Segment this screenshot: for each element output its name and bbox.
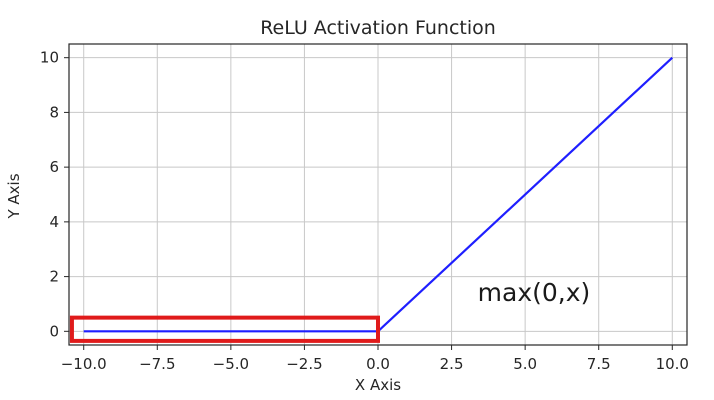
x-tick-label: 0.0	[366, 355, 390, 373]
grid	[69, 44, 687, 345]
x-tick-label: −5.0	[213, 355, 249, 373]
x-tick-label: −2.5	[286, 355, 322, 373]
x-tick-label: 5.0	[513, 355, 537, 373]
highlight-box	[69, 315, 380, 343]
y-tick-label: 10	[40, 49, 59, 67]
x-tick-label: 2.5	[440, 355, 464, 373]
x-tick-label: 10.0	[656, 355, 689, 373]
y-tick-label: 8	[49, 103, 59, 121]
annotation-max-formula: max(0,x)	[478, 278, 591, 307]
x-axis-label: X Axis	[355, 376, 401, 394]
x-tick-label: −10.0	[61, 355, 107, 373]
highlight-layer	[69, 315, 380, 343]
y-tick-label: 0	[49, 322, 59, 340]
y-axis-label: Y Axis	[5, 173, 23, 219]
y-tick-label: 4	[49, 213, 59, 231]
chart-title: ReLU Activation Function	[260, 17, 496, 39]
y-tick-label: 2	[49, 268, 59, 286]
x-tick-label: 7.5	[587, 355, 611, 373]
ticks: −10.0 −7.5 −5.0 −2.5 0.0 2.5 5.0 7.5 10.0 0 2 4 6 8 10	[40, 49, 689, 373]
y-tick-label: 6	[49, 158, 59, 176]
x-tick-label: −7.5	[139, 355, 175, 373]
